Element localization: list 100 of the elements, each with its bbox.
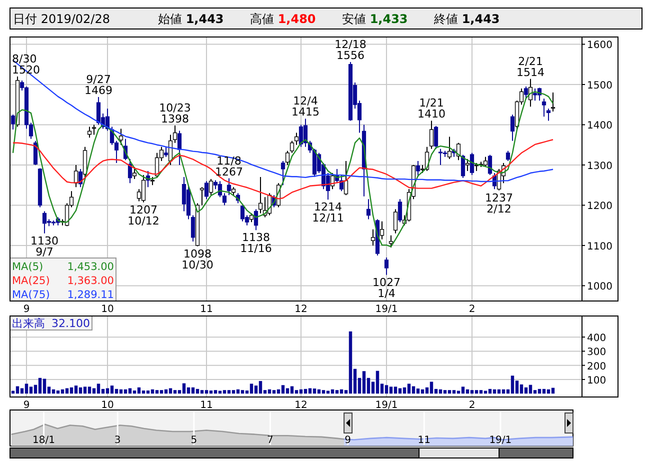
candlestick (258, 176, 263, 214)
candlestick (33, 140, 38, 166)
candlestick (447, 136, 452, 160)
x-tick-label: 10 (101, 400, 114, 411)
bar (88, 386, 92, 394)
candlestick (132, 166, 137, 180)
bar (281, 385, 285, 394)
bar (146, 390, 150, 394)
bar (78, 387, 82, 394)
bar (510, 376, 514, 394)
bar (160, 390, 164, 394)
x-tick-label: 11 (200, 304, 213, 315)
bar (304, 388, 308, 394)
bar (132, 390, 136, 394)
bar (452, 390, 456, 394)
bar (196, 388, 200, 394)
bar (430, 382, 434, 394)
text: 始値 1,443 (158, 12, 224, 26)
bar (322, 390, 326, 394)
bar (232, 390, 236, 394)
bar (137, 387, 141, 394)
annotation: 1/21 1410 (418, 96, 446, 121)
y-tick-label: 1500 (587, 80, 612, 92)
candlestick (240, 204, 245, 222)
bar (74, 386, 78, 394)
bar (56, 390, 60, 394)
annotation: 1237 2/12 (485, 191, 513, 216)
candlestick (10, 114, 16, 130)
candlestick (438, 148, 443, 166)
candlestick (470, 152, 474, 176)
bar (474, 390, 478, 394)
x-tick-label: 3 (114, 435, 121, 446)
y-tick-label: 1600 (587, 40, 612, 52)
candlestick (190, 214, 196, 242)
bar (335, 390, 339, 394)
bar (155, 390, 159, 394)
candlestick (542, 98, 546, 118)
bar (173, 390, 177, 394)
bar (142, 390, 146, 394)
candlestick (524, 86, 528, 100)
x-tick-label: 19/1 (489, 435, 512, 446)
x-tick-label: 11 (200, 400, 213, 411)
candlestick (164, 146, 168, 158)
text: 終値 1,443 (433, 12, 500, 26)
y-tick-label: 1400 (587, 120, 612, 132)
candlestick (393, 208, 398, 234)
bar (528, 384, 532, 394)
bar (83, 386, 87, 394)
bar (308, 388, 312, 394)
candlestick (532, 88, 538, 102)
chart-title: 日付 2019/02/28 (13, 12, 110, 26)
annotation: 10/23 1398 (159, 102, 191, 126)
x-tick-label: 19/1 (375, 304, 398, 315)
bar (398, 388, 402, 394)
x-tick-label: 19/1 (375, 400, 398, 411)
x-tick-label: 2 (468, 400, 476, 411)
x-tick-label: 12 (294, 304, 308, 315)
candlestick (141, 174, 146, 203)
bar (488, 388, 492, 394)
bar (294, 390, 298, 394)
bar (443, 390, 447, 394)
y-tick-label: 1000 (587, 282, 612, 293)
bar (96, 384, 100, 394)
bar (204, 390, 208, 394)
bar (227, 390, 231, 394)
bar (38, 378, 42, 394)
candlestick (92, 124, 96, 136)
candlestick (222, 192, 227, 206)
x-tick-label: 18/1 (32, 435, 56, 446)
annotation: 12/18 1556 (334, 38, 366, 62)
x-tick-label: 7 (267, 435, 274, 446)
text: MA(25) (12, 275, 50, 287)
candlestick (483, 156, 488, 168)
bar (538, 388, 542, 394)
annotation: 12/4 1415 (292, 94, 320, 119)
candlestick (74, 164, 78, 188)
candlestick (172, 125, 178, 144)
annotation: 1,289.11 (67, 289, 114, 301)
x-tick-label: 2 (468, 304, 476, 315)
bar (389, 386, 393, 394)
bar (461, 386, 465, 394)
bar (250, 384, 254, 394)
candlestick (510, 114, 515, 142)
candlestick (550, 92, 556, 112)
bar (524, 387, 528, 394)
y-tick-label: 1300 (587, 160, 612, 172)
x-tick-label: 11 (418, 435, 430, 446)
candlestick (388, 234, 394, 248)
bar (407, 384, 411, 394)
x-tick-label: 10 (101, 304, 114, 315)
bar (106, 388, 110, 394)
candlestick (488, 154, 492, 176)
candlestick (118, 128, 124, 146)
annotation: 1027 1/4 (372, 276, 400, 300)
candlestick (370, 228, 376, 246)
bar (286, 388, 290, 394)
candlestick (384, 257, 389, 276)
bar (168, 388, 172, 394)
candlestick (177, 130, 182, 166)
y-tick-label: 300 (587, 347, 606, 358)
